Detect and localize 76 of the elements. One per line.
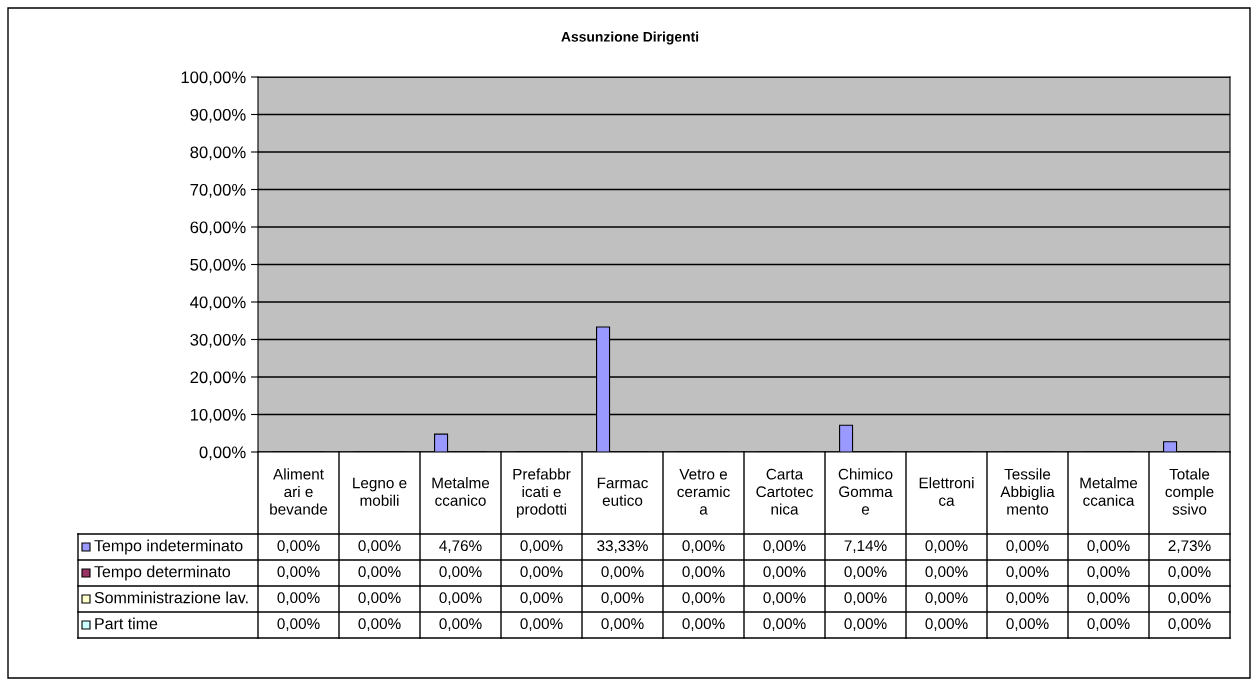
x-tick-label: Carta Cartotec nica <box>756 468 813 515</box>
data-label: 0,00% <box>763 566 806 579</box>
data-label: 0,00% <box>520 618 563 631</box>
data-label: 0,00% <box>439 566 482 579</box>
data-label: 0,00% <box>682 592 725 605</box>
data-label: 0,00% <box>1006 566 1049 579</box>
data-label: 0,00% <box>1168 618 1211 631</box>
data-label: 0,00% <box>1087 566 1130 579</box>
x-tick-label: Legno e mobili <box>353 477 407 506</box>
data-label: 0,00% <box>439 618 482 631</box>
x-tick-label: Farmac eutico <box>597 477 648 506</box>
data-label: 0,00% <box>520 540 563 553</box>
data-label: 0,00% <box>925 566 968 579</box>
data-label: 0,00% <box>277 566 320 579</box>
y-tick-label: 40,00% <box>190 296 246 311</box>
data-label: 0,00% <box>763 618 806 631</box>
data-label: 0,00% <box>682 618 725 631</box>
data-label: 2,73% <box>1168 540 1211 553</box>
data-label: 0,00% <box>358 540 401 553</box>
x-tick-label: Elettroni ca <box>919 477 974 506</box>
data-label: 0,00% <box>682 540 725 553</box>
data-label: 4,76% <box>439 540 482 553</box>
data-label: 0,00% <box>682 566 725 579</box>
legend-label: Part time <box>95 617 158 630</box>
data-label: 0,00% <box>763 540 806 553</box>
data-label: 0,00% <box>358 618 401 631</box>
x-tick-label: Vetro e ceramic a <box>677 468 730 515</box>
legend-label: Tempo determinato <box>94 565 231 581</box>
y-tick-label: 20,00% <box>190 371 246 386</box>
data-label: 0,00% <box>520 566 563 579</box>
data-label: 0,00% <box>1168 566 1211 579</box>
x-tick-label: Tessile Abbiglia mento <box>1000 468 1055 515</box>
data-label: 0,00% <box>844 566 887 579</box>
data-label: 0,00% <box>277 540 320 553</box>
y-tick-label: 50,00% <box>190 258 246 273</box>
x-tick-label: Metalme ccanica <box>1080 477 1138 506</box>
data-label: 0,00% <box>358 566 401 579</box>
data-label: 0,00% <box>601 592 644 605</box>
y-tick-label: 70,00% <box>190 183 246 198</box>
data-label: 0,00% <box>925 592 968 605</box>
data-label: 0,00% <box>1006 618 1049 631</box>
y-tick-label: 0,00% <box>199 446 246 461</box>
y-tick-label: 30,00% <box>190 333 246 348</box>
data-label: 0,00% <box>277 618 320 631</box>
data-label: 0,00% <box>1087 540 1130 553</box>
y-tick-label: 60,00% <box>190 221 246 236</box>
data-label: 33,33% <box>597 540 648 553</box>
data-label: 0,00% <box>1087 592 1130 605</box>
y-tick-label: 100,00% <box>181 71 246 86</box>
data-label: 0,00% <box>763 592 806 605</box>
data-label: 0,00% <box>844 618 887 631</box>
x-tick-label: Metalme ccanico <box>432 477 490 506</box>
data-label: 0,00% <box>277 592 320 605</box>
data-label: 0,00% <box>1006 540 1049 553</box>
data-label: 0,00% <box>925 540 968 553</box>
data-label: 0,00% <box>1087 618 1130 631</box>
chart-title: Assunzione Dirigenti <box>561 31 699 45</box>
data-label: 0,00% <box>439 592 482 605</box>
data-label: 7,14% <box>844 540 887 553</box>
data-label: 0,00% <box>358 592 401 605</box>
data-label: 0,00% <box>601 618 644 631</box>
x-tick-label: Aliment ari e bevande <box>270 468 328 515</box>
data-label: 0,00% <box>925 618 968 631</box>
data-label: 0,00% <box>1006 592 1049 605</box>
legend-label: Somministrazione lav. <box>94 591 248 604</box>
legend-label: Tempo indeterminato <box>94 539 243 555</box>
x-tick-label: Prefabbr icati e prodotti <box>513 468 571 518</box>
data-label: 0,00% <box>601 566 644 579</box>
x-tick-label: Chimico Gomma e <box>838 468 893 515</box>
data-label: 0,00% <box>520 592 563 605</box>
y-tick-label: 90,00% <box>190 108 246 123</box>
data-label: 0,00% <box>1168 592 1211 605</box>
data-label: 0,00% <box>844 592 887 605</box>
y-tick-label: 80,00% <box>190 146 246 161</box>
x-tick-label: Totale comple ssivo <box>1165 468 1214 515</box>
y-tick-label: 10,00% <box>190 408 246 423</box>
